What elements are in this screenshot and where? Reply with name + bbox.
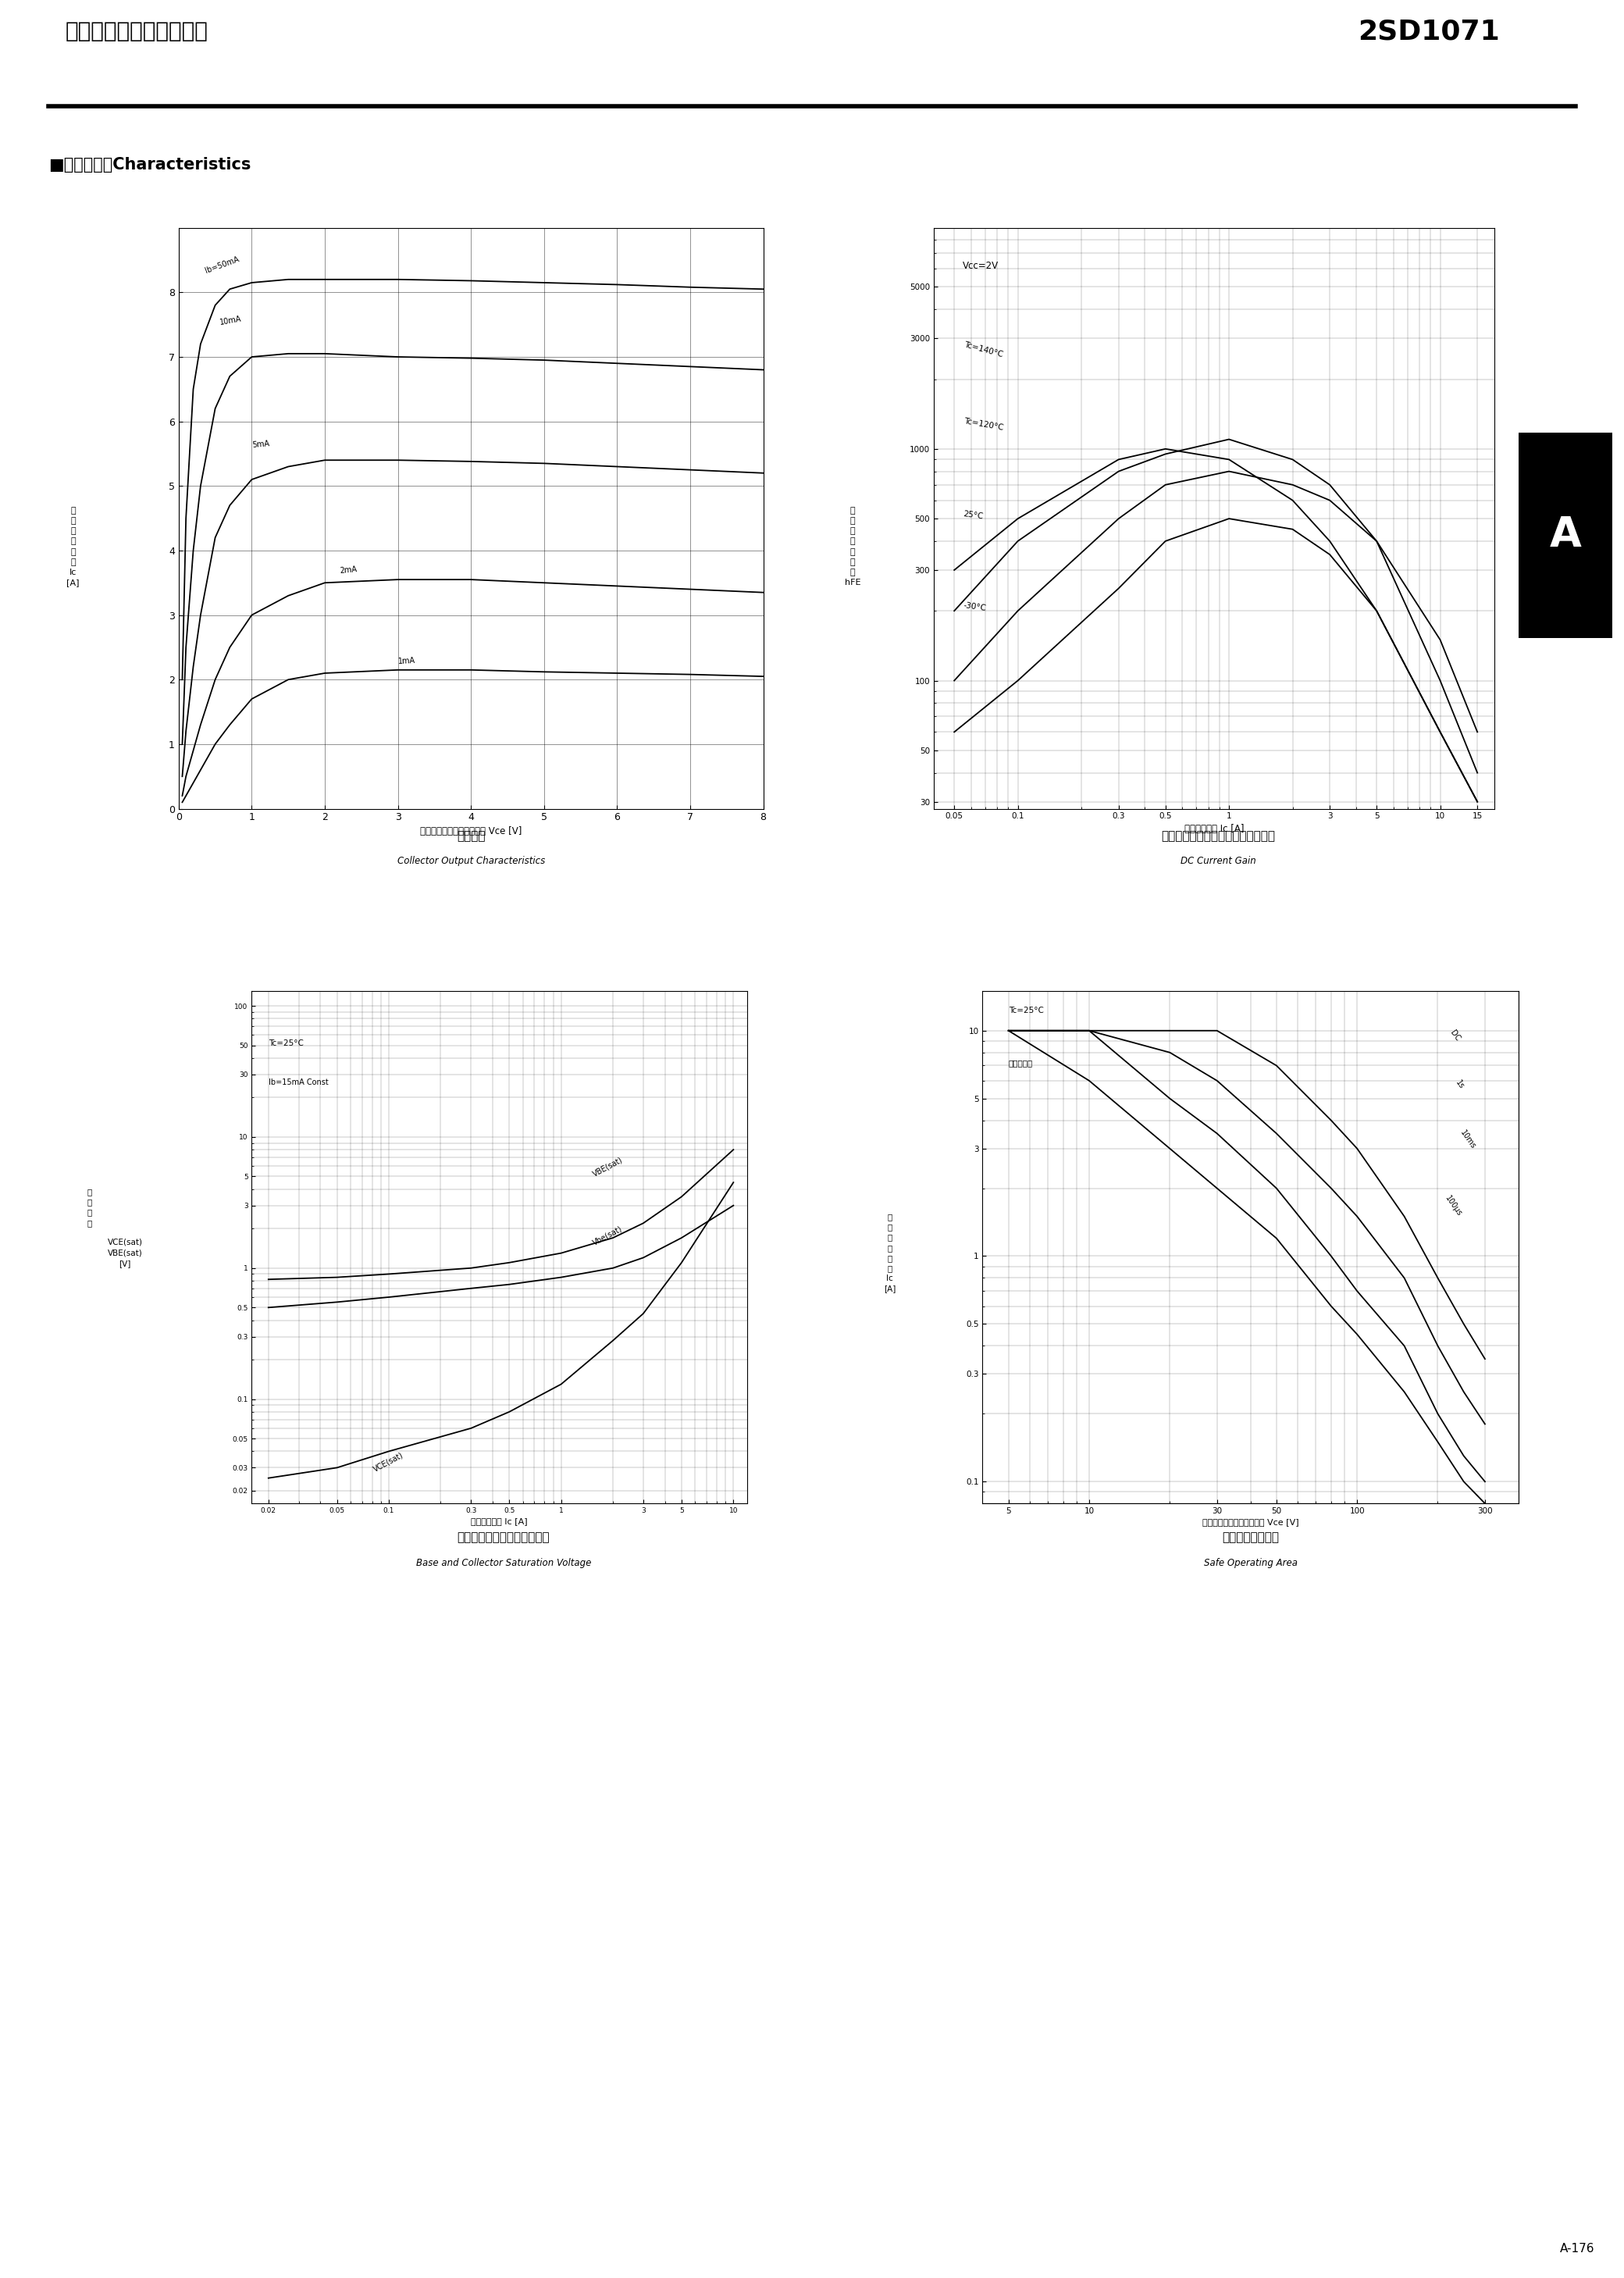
Text: 1mA: 1mA <box>398 656 416 665</box>
X-axis label: コレクタ・エミッタ間電圧 Vce [V]: コレクタ・エミッタ間電圧 Vce [V] <box>421 827 521 836</box>
Text: -30°C: -30°C <box>963 601 987 613</box>
Text: 出力特性: 出力特性 <box>456 829 486 843</box>
Text: Base and Collector Saturation Voltage: Base and Collector Saturation Voltage <box>416 1558 591 1567</box>
Text: ■特性曲線：Characteristics: ■特性曲線：Characteristics <box>49 157 252 173</box>
Text: 直
流
電
流
増
幅
率
hFE: 直 流 電 流 増 幅 率 hFE <box>844 506 861 588</box>
Text: DC Current Gain: DC Current Gain <box>1181 857 1255 866</box>
Text: VBE(sat): VBE(sat) <box>591 1155 624 1178</box>
X-axis label: コレクタ電流 Ic [A]: コレクタ電流 Ic [A] <box>1184 825 1244 834</box>
Text: Vcc=2V: Vcc=2V <box>963 260 999 271</box>
Text: 単一パルス: 単一パルス <box>1009 1059 1033 1066</box>
Text: A: A <box>1549 515 1582 556</box>
Text: Collector Output Characteristics: Collector Output Characteristics <box>398 857 544 866</box>
Text: Tc=25°C: Tc=25°C <box>268 1039 304 1048</box>
Text: 飽
和
電
圧: 飽 和 電 圧 <box>86 1187 93 1228</box>
Text: Tc=120°C: Tc=120°C <box>963 417 1004 433</box>
Text: 100μs: 100μs <box>1444 1194 1463 1219</box>
Text: Tc=140°C: Tc=140°C <box>963 339 1004 358</box>
Text: コ
レ
ク
タ
電
流
Ic
[A]: コ レ ク タ 電 流 Ic [A] <box>67 506 80 588</box>
Text: 直流電流増幅率－コレクタ電流特性: 直流電流増幅率－コレクタ電流特性 <box>1161 829 1275 843</box>
Text: 富士パワートランジスタ: 富士パワートランジスタ <box>65 21 208 43</box>
Text: 2mA: 2mA <box>339 565 357 574</box>
X-axis label: コレクタ電流 Ic [A]: コレクタ電流 Ic [A] <box>471 1517 528 1526</box>
Text: 1s: 1s <box>1453 1080 1465 1091</box>
X-axis label: コレクタ・エミッタ間電圧 Vce [V]: コレクタ・エミッタ間電圧 Vce [V] <box>1202 1519 1299 1526</box>
Text: Ib=50mA: Ib=50mA <box>205 255 240 276</box>
Text: A-176: A-176 <box>1561 2242 1595 2255</box>
Text: 10mA: 10mA <box>219 314 242 326</box>
Text: 25°C: 25°C <box>963 510 984 519</box>
Text: Vbe(sat): Vbe(sat) <box>591 1223 624 1246</box>
Text: DC: DC <box>1449 1030 1462 1043</box>
Text: Tc=25°C: Tc=25°C <box>1009 1007 1044 1014</box>
Text: 10ms: 10ms <box>1458 1128 1478 1150</box>
Text: コ
レ
ク
タ
電
流
Ic
[A]: コ レ ク タ 電 流 Ic [A] <box>883 1212 896 1294</box>
Text: 安全動作領域特性: 安全動作領域特性 <box>1221 1531 1280 1544</box>
Text: VCE(sat)
VBE(sat)
[V]: VCE(sat) VBE(sat) [V] <box>107 1237 143 1269</box>
Text: 2SD1071: 2SD1071 <box>1358 18 1501 46</box>
Text: VCE(sat): VCE(sat) <box>372 1451 404 1474</box>
Text: Ib=15mA Const: Ib=15mA Const <box>268 1077 328 1087</box>
Text: Safe Operating Area: Safe Operating Area <box>1203 1558 1298 1567</box>
Text: 5mA: 5mA <box>252 440 270 449</box>
Text: 飽和電圧－コレクタ電流特性: 飽和電圧－コレクタ電流特性 <box>456 1531 551 1544</box>
